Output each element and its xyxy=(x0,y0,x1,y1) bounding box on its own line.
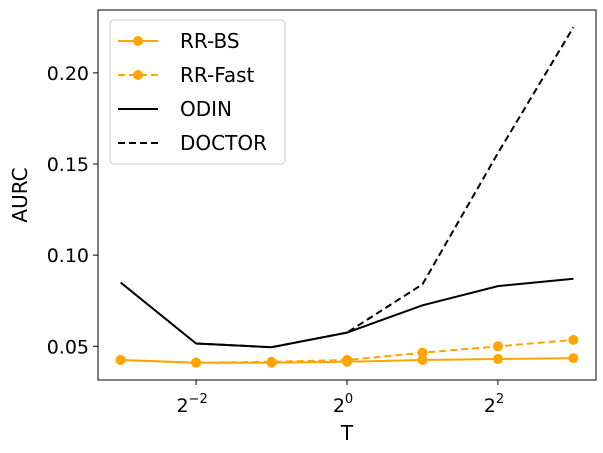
legend-label: RR-Fast xyxy=(180,63,255,87)
series-point-rr-fast xyxy=(191,357,202,368)
series-line-odin xyxy=(119,277,574,349)
series-point-rr-fast xyxy=(342,354,352,365)
legend-frame xyxy=(109,19,286,165)
legend: RR-BS RR-Fast ODIN DOCTOR xyxy=(109,19,286,165)
series-point-rr-bs xyxy=(492,354,503,365)
legend-label: RR-BS xyxy=(180,29,240,53)
x-tick-label: 20 xyxy=(333,392,353,417)
y-tick-label: 0.10 xyxy=(47,245,89,267)
series-point-rr-fast xyxy=(568,334,579,345)
plot-elements xyxy=(115,26,579,368)
legend-marker xyxy=(133,36,143,46)
series-point-rr-fast xyxy=(492,341,503,352)
x-tick-label: 2−2 xyxy=(176,392,207,417)
x-tick-label: 22 xyxy=(484,392,504,417)
legend-label: DOCTOR xyxy=(180,131,267,155)
x-axis-title: T xyxy=(340,421,354,445)
y-axis-title: AURC xyxy=(8,167,32,222)
axis-ticks: 0.05 0.10 0.15 0.20 2−2 20 22 xyxy=(47,63,504,417)
y-tick-label: 0.05 xyxy=(47,336,89,358)
series-point-rr-fast xyxy=(115,354,126,365)
series-point-rr-bs xyxy=(568,353,579,364)
series-point-rr-bs xyxy=(417,354,428,365)
legend-label: ODIN xyxy=(180,97,232,121)
series-point-rr-fast xyxy=(266,356,277,367)
y-tick-label: 0.15 xyxy=(47,154,89,176)
y-tick-label: 0.20 xyxy=(47,63,89,85)
legend-marker xyxy=(133,70,143,80)
series-point-rr-fast xyxy=(417,347,428,358)
